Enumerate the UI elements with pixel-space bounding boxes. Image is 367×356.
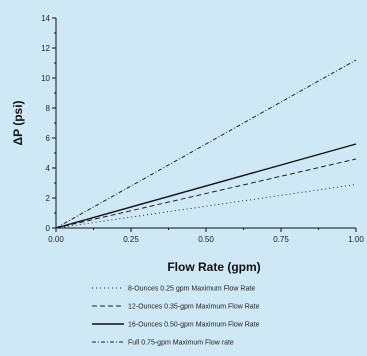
series-line-4 bbox=[55, 59, 357, 229]
x-tick-label: 1.00 bbox=[348, 235, 364, 244]
x-axis-title: Flow Rate (gpm) bbox=[167, 260, 260, 274]
legend-label-4: Full 0.75-gpm Maximum Flow rate bbox=[128, 340, 234, 347]
plot-area: 0 2 4 6 8 10 12 14 0.00 0.25 0.50 0.75 1.00 bbox=[41, 14, 364, 244]
y-tick-label: 10 bbox=[41, 74, 50, 83]
y-tick-label: 4 bbox=[46, 164, 51, 173]
series-line-3 bbox=[55, 143, 357, 229]
series-line-1 bbox=[55, 184, 357, 229]
y-tick-label: 6 bbox=[46, 134, 51, 143]
y-tick-label: 14 bbox=[41, 14, 50, 23]
y-tick-label: 0 bbox=[46, 224, 51, 233]
y-tick-label: 12 bbox=[41, 44, 50, 53]
series-line-2 bbox=[55, 158, 357, 229]
y-tick-label: 8 bbox=[46, 104, 51, 113]
legend-label-1: 8-Ounces 0.25 gpm Maximum Flow Rate bbox=[128, 286, 255, 293]
legend-label-3: 16-Ounces 0.50-gpm Maximum Flow Rate bbox=[128, 322, 260, 329]
x-tick-label: 0.50 bbox=[198, 235, 214, 244]
legend: 8-Ounces 0.25 gpm Maximum Flow Rate 12-Ou… bbox=[92, 286, 260, 347]
legend-label-2: 12-Ounces 0.35-gpm Maximum Flow Rate bbox=[128, 304, 260, 311]
x-tick-label: 0.00 bbox=[48, 235, 64, 244]
y-axis-title: ΔP (psi) bbox=[11, 100, 25, 145]
x-tick-label: 0.25 bbox=[123, 235, 139, 244]
x-tick-label: 0.75 bbox=[273, 235, 289, 244]
y-tick-label: 2 bbox=[46, 194, 51, 203]
